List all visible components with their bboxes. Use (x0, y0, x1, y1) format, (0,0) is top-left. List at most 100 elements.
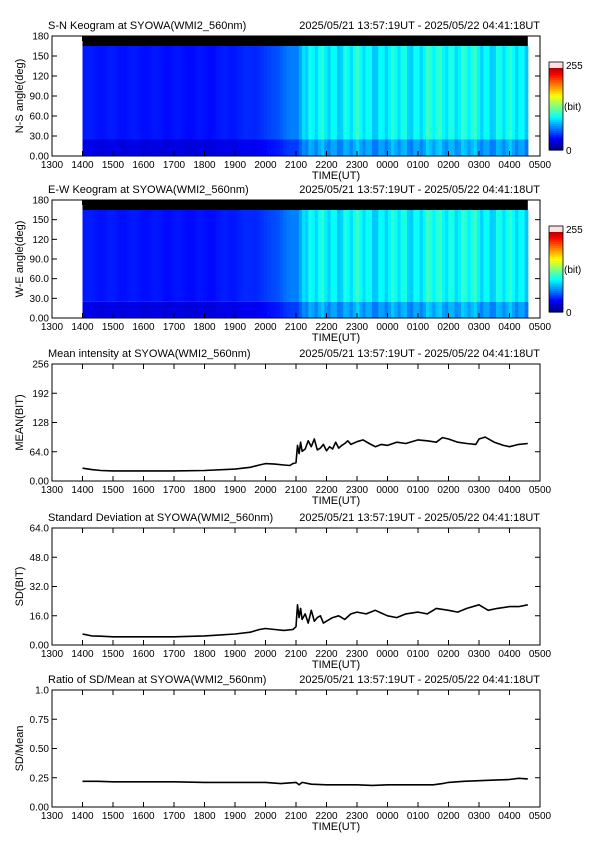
x-tick-label: 2100 (285, 649, 308, 660)
colorbar-segment (549, 256, 563, 259)
heatmap-cell (244, 46, 249, 140)
heatmap-cell (171, 139, 176, 156)
heatmap-cell (336, 301, 341, 318)
y-tick-label: 48.0 (30, 553, 50, 564)
x-tick-label: 0200 (437, 322, 460, 333)
y-tick-label: 64.0 (30, 524, 50, 535)
heatmap-cell (301, 210, 306, 302)
heatmap-cell (181, 46, 185, 140)
heatmap-cell (384, 139, 389, 156)
heatmap-cell (257, 139, 262, 156)
heatmap-cell (152, 139, 157, 156)
heatmap-cell (489, 139, 494, 156)
heatmap-cell (359, 46, 364, 140)
heatmap-cell (260, 210, 265, 302)
heatmap-cell (98, 210, 103, 302)
heatmap-cell (473, 210, 478, 302)
heatmap-cell (222, 46, 227, 140)
heatmap-cell (438, 46, 443, 140)
heatmap-cell (371, 46, 376, 140)
colorbar-segment (549, 139, 563, 142)
heatmap-cell (206, 139, 211, 156)
mean-title: Mean intensity at SYOWA(WMI2_560nm) (48, 348, 251, 360)
heatmap-cell (158, 210, 163, 302)
colorbar-segment (549, 99, 563, 103)
sd-time-range: 2025/05/21 13:57:19UT - 2025/05/22 04:41… (299, 512, 540, 524)
heatmap-cell (184, 301, 189, 318)
x-tick-label: 2100 (285, 811, 308, 822)
x-tick-label: 2000 (254, 649, 277, 660)
x-tick-label: 0200 (437, 649, 460, 660)
sn-panel: S-N Keogram at SYOWA(WMI2_560nm) 2025/05/… (14, 20, 583, 182)
heatmap-cell (327, 210, 332, 302)
sd-panel: Standard Deviation at SYOWA(WMI2_560nm) 2… (14, 512, 552, 671)
heatmap-cell (155, 46, 160, 140)
heatmap-cell (177, 139, 182, 156)
x-tick-label: 0400 (498, 485, 521, 496)
heatmap-cell (123, 210, 128, 302)
heatmap-cell (127, 301, 131, 318)
heatmap-cell (495, 46, 500, 140)
x-tick-label: 0100 (407, 485, 430, 496)
ew-panel: E-W Keogram at SYOWA(WMI2_560nm) 2025/05/… (14, 184, 583, 344)
heatmap-cell (152, 301, 157, 318)
heatmap-cell (200, 210, 204, 302)
heatmap-cell (445, 301, 449, 318)
heatmap-cell (247, 301, 252, 318)
heatmap-cell (336, 210, 341, 302)
sn-x-label: TIME(UT) (312, 170, 360, 182)
heatmap-cell (222, 210, 227, 302)
heatmap-cell (95, 46, 100, 140)
ew-time-range: 2025/05/21 13:57:19UT - 2025/05/22 04:41… (299, 184, 540, 196)
y-tick-label: 192 (32, 389, 49, 400)
heatmap-cell (209, 210, 214, 302)
heatmap-cell (88, 46, 93, 140)
colorbar-segment (549, 70, 563, 74)
heatmap-cell (111, 46, 115, 140)
heatmap-cell (270, 301, 274, 318)
heatmap-cell (378, 139, 383, 156)
heatmap-cell (111, 139, 115, 156)
heatmap-cell (247, 139, 252, 156)
x-tick-label: 0500 (529, 160, 552, 171)
heatmap-cell (92, 301, 96, 318)
colorbar-segment (549, 108, 563, 111)
heatmap-cell (311, 210, 316, 302)
heatmap-cell (359, 210, 364, 302)
ew-colorbar: 255 (bit) 0 (548, 225, 583, 319)
heatmap-cell (422, 301, 427, 318)
heatmap-cell (120, 210, 125, 302)
x-tick-label: 1500 (102, 322, 125, 333)
heatmap-cell (171, 301, 176, 318)
heatmap-cell (378, 210, 383, 302)
heatmap-cell (352, 139, 357, 156)
colorbar-segment (549, 97, 563, 100)
heatmap-cell (177, 46, 182, 140)
heatmap-cell (356, 46, 360, 140)
heatmap-cell (349, 210, 354, 302)
colorbar-min-label: 0 (566, 146, 572, 157)
heatmap-cell (470, 210, 475, 302)
colorbar-segment (549, 288, 563, 292)
x-tick-label: 2200 (315, 160, 338, 171)
heatmap-cell (111, 210, 115, 302)
heatmap-cell (492, 301, 497, 318)
heatmap-cell (419, 46, 424, 140)
colorbar-segment (549, 305, 563, 309)
heatmap-cell (187, 210, 192, 302)
heatmap-cell (238, 139, 243, 156)
heatmap-cell (184, 46, 189, 140)
colorbar-segment (549, 251, 563, 255)
ew-title: E-W Keogram at SYOWA(WMI2_560nm) (48, 184, 249, 196)
heatmap-cell (247, 210, 252, 302)
heatmap-cell (391, 46, 395, 140)
heatmap-cell (101, 301, 106, 318)
heatmap-cell (464, 46, 468, 140)
x-tick-label: 1900 (224, 485, 247, 496)
heatmap-cell (276, 210, 281, 302)
heatmap-cell (187, 139, 192, 156)
heatmap-cell (470, 139, 475, 156)
ew-x-label: TIME(UT) (312, 332, 360, 344)
heatmap-cell (136, 139, 141, 156)
heatmap-cell (448, 210, 453, 302)
